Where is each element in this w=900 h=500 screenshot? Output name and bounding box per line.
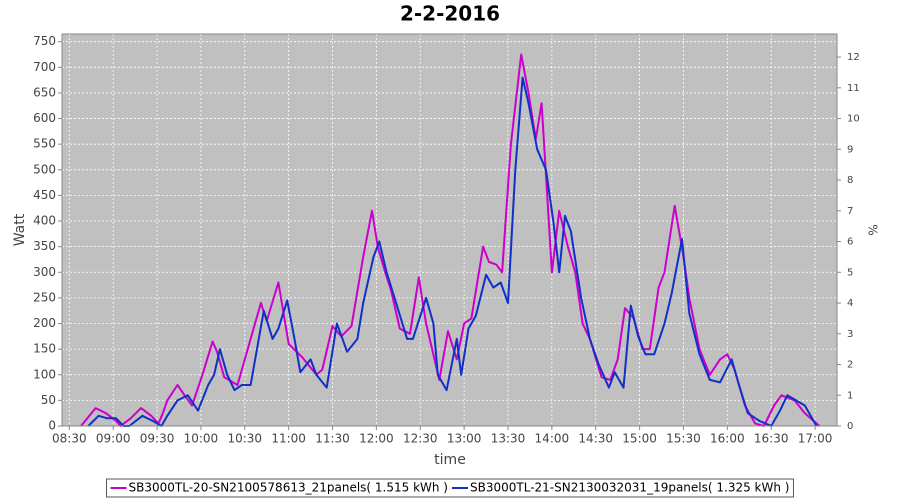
x-tick-label: 13:30 <box>491 432 526 446</box>
y-tick-label: 300 <box>33 265 56 279</box>
legend-label: SB3000TL-20-SN2100578613_21panels( 1.515… <box>129 481 448 495</box>
x-tick-label: 10:30 <box>227 432 262 446</box>
x-tick-label: 08:30 <box>52 432 87 446</box>
y-tick-label: 350 <box>33 239 56 253</box>
y-tick-label: 600 <box>33 111 56 125</box>
x-tick-label: 16:30 <box>754 432 789 446</box>
y2-axis-label: % <box>866 224 880 235</box>
y2-tick-label: 6 <box>847 237 853 248</box>
y-tick-label: 700 <box>33 60 56 74</box>
x-tick-label: 10:00 <box>184 432 219 446</box>
y-tick-label: 500 <box>33 162 56 176</box>
y-axis-label: Watt <box>12 213 28 246</box>
plot-area <box>62 34 837 426</box>
x-tick-label: 16:00 <box>710 432 745 446</box>
x-tick-label: 12:30 <box>403 432 438 446</box>
y2-tick-label: 12 <box>847 52 860 63</box>
x-tick-label: 12:00 <box>359 432 394 446</box>
y-tick-label: 450 <box>33 188 56 202</box>
x-tick-label: 09:30 <box>140 432 175 446</box>
y-tick-label: 550 <box>33 137 56 151</box>
y2-tick-label: 9 <box>847 144 853 155</box>
y2-tick-label: 10 <box>847 114 860 125</box>
x-tick-label: 14:00 <box>535 432 570 446</box>
x-tick-label: 14:30 <box>578 432 613 446</box>
y2-tick-label: 0 <box>847 421 853 432</box>
y-tick-label: 400 <box>33 214 56 228</box>
x-axis-label: time <box>434 452 466 468</box>
legend-box <box>106 478 794 498</box>
y2-tick-label: 8 <box>847 175 853 186</box>
y2-tick-label: 3 <box>847 329 853 340</box>
y-tick-label: 650 <box>33 85 56 99</box>
x-tick-label: 15:00 <box>622 432 657 446</box>
grid <box>62 34 837 427</box>
y-tick-label: 0 <box>48 419 56 433</box>
y2-tick-label: 7 <box>847 206 853 217</box>
x-tick-label: 13:00 <box>447 432 482 446</box>
lines <box>80 53 821 427</box>
plot-border <box>61 33 838 427</box>
x-tick-label: 11:00 <box>271 432 306 446</box>
y2-tick-label: 2 <box>847 360 853 371</box>
y-tick-label: 200 <box>33 316 56 330</box>
series-line <box>87 76 818 427</box>
axes: 0501001502002503003504004505005506006507… <box>33 33 860 446</box>
x-tick-label: 09:00 <box>96 432 131 446</box>
chart-title: 2-2-2016 <box>400 2 500 26</box>
legend-label: SB3000TL-21-SN2130032031_19panels( 1.325… <box>470 481 789 495</box>
y2-tick-label: 5 <box>847 267 853 278</box>
legend: SB3000TL-20-SN2100578613_21panels( 1.515… <box>106 478 794 498</box>
y-tick-label: 100 <box>33 367 56 381</box>
y2-tick-label: 1 <box>847 390 853 401</box>
y-tick-label: 750 <box>33 34 56 48</box>
x-tick-label: 11:30 <box>315 432 350 446</box>
y-tick-label: 250 <box>33 290 56 304</box>
y-tick-label: 50 <box>41 393 56 407</box>
x-tick-label: 15:30 <box>666 432 701 446</box>
y2-tick-label: 4 <box>847 298 853 309</box>
x-tick-label: 17:00 <box>798 432 833 446</box>
y-tick-label: 150 <box>33 342 56 356</box>
y2-tick-label: 11 <box>847 83 860 94</box>
